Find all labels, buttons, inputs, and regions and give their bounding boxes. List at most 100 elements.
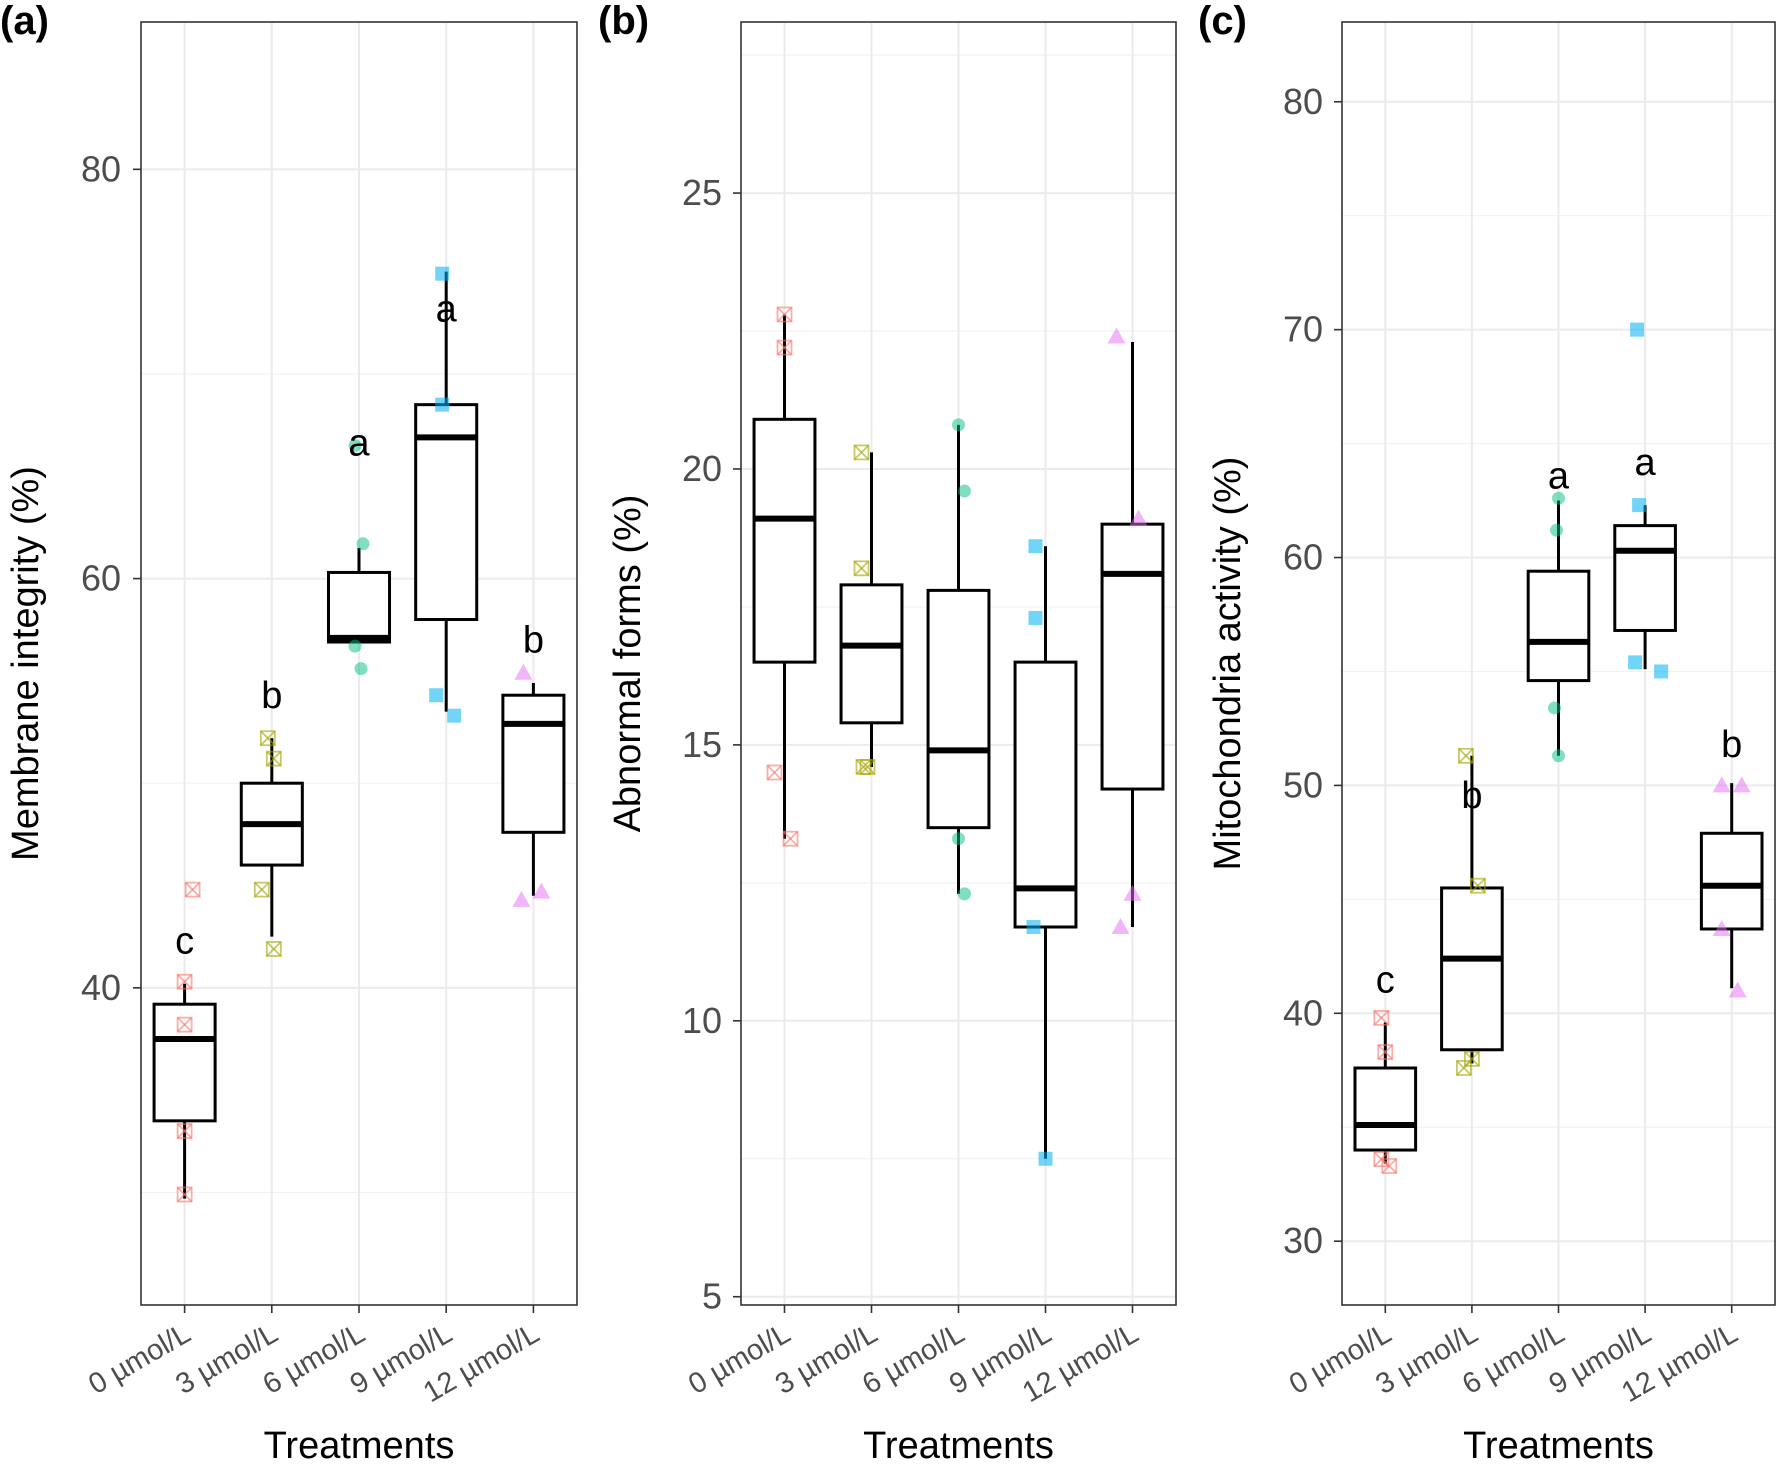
data-point (176, 1016, 193, 1033)
panel-label: (b) (598, 0, 649, 43)
box-group: c (1353, 959, 1418, 1174)
data-point (265, 750, 282, 767)
box-iqr (1526, 569, 1591, 683)
point-cross (266, 751, 282, 767)
point-square (184, 881, 201, 898)
point-cross (266, 941, 282, 957)
data-point (356, 537, 370, 551)
data-point (1654, 664, 1669, 679)
y-tick-label: 15 (682, 724, 722, 765)
point-square (176, 1123, 193, 1139)
box-iqr (1440, 886, 1504, 1052)
data-point (1628, 655, 1643, 670)
data-point (348, 439, 362, 453)
y-tick-label: 50 (1283, 764, 1323, 805)
data-point (958, 887, 971, 901)
data-point (776, 339, 793, 356)
panel-border (740, 21, 1177, 1306)
data-point (952, 832, 965, 846)
point-square (1464, 1050, 1480, 1067)
box-iqr (1613, 524, 1677, 632)
data-point (1728, 981, 1747, 998)
data-point (1630, 322, 1645, 337)
significance-letter: b (1461, 775, 1482, 817)
point-square (853, 560, 870, 577)
y-tick-label: 25 (682, 172, 722, 213)
point-square (176, 1016, 193, 1033)
y-tick-label: 40 (1283, 992, 1323, 1033)
significance-letter: c (175, 921, 194, 963)
point-cross (1381, 1158, 1397, 1174)
data-point (1550, 523, 1563, 537)
data-point (1129, 509, 1148, 526)
point-square (776, 306, 793, 323)
point-square (766, 764, 783, 781)
data-point (435, 266, 450, 281)
point-square (1377, 1044, 1394, 1060)
data-point (354, 662, 368, 676)
point-square (259, 730, 276, 747)
point-square (265, 941, 282, 957)
point-square (265, 750, 282, 767)
point-cross (1373, 1151, 1389, 1167)
data-point (259, 730, 276, 747)
data-point (1111, 917, 1130, 934)
box-group: a (326, 423, 392, 676)
data-point (429, 688, 444, 703)
data-point (1123, 884, 1142, 901)
significance-letter: b (261, 675, 282, 717)
point-cross (184, 881, 201, 898)
box-group: b (239, 675, 304, 957)
box-iqr (926, 588, 991, 830)
y-tick-label: 20 (682, 448, 722, 489)
point-square (176, 1186, 193, 1203)
data-point (1038, 1151, 1053, 1166)
point-square (859, 759, 876, 775)
box-group: a (1613, 322, 1677, 679)
box-iqr (501, 693, 566, 834)
data-point (1026, 919, 1041, 934)
data-point (512, 890, 531, 907)
data-point (435, 397, 450, 412)
y-axis-title: Membrane integrity (%) (5, 466, 47, 861)
point-cross (776, 306, 793, 323)
point-cross (776, 339, 793, 356)
box-group: b (1440, 747, 1504, 1076)
data-point (176, 1186, 193, 1203)
y-axis-title: Abnormal forms (%) (607, 495, 649, 833)
x-axis-title: Treatments (863, 1425, 1054, 1467)
point-square (853, 444, 870, 461)
point-cross (1373, 1010, 1389, 1026)
data-point (1373, 1009, 1390, 1026)
point-square (1458, 747, 1474, 764)
data-point (853, 444, 870, 461)
point-cross (1377, 1044, 1393, 1060)
y-tick-label: 60 (81, 558, 121, 599)
data-point (1456, 1060, 1472, 1076)
x-axis-title: Treatments (1463, 1425, 1654, 1467)
box-iqr (414, 403, 479, 622)
point-square (176, 973, 193, 990)
data-point (176, 1123, 193, 1139)
data-point (958, 484, 971, 498)
point-square (1381, 1158, 1398, 1174)
box-group: a (414, 266, 479, 723)
data-point (1552, 491, 1565, 505)
data-point (447, 708, 462, 723)
data-point (853, 560, 870, 577)
panel-label: (c) (1198, 0, 1247, 43)
significance-letter: b (523, 620, 544, 662)
data-point (532, 882, 551, 899)
box-iqr (1013, 660, 1078, 929)
data-point (1381, 1158, 1398, 1174)
data-point (776, 306, 793, 323)
y-tick-label: 5 (702, 1276, 722, 1317)
data-point (1712, 776, 1731, 793)
point-cross (766, 764, 783, 781)
box-group (1100, 327, 1165, 934)
box-iqr (1353, 1066, 1418, 1152)
y-axis-title: Mitochondria activity (%) (1207, 457, 1249, 871)
point-cross (853, 444, 870, 461)
box-group: c (152, 881, 217, 1203)
